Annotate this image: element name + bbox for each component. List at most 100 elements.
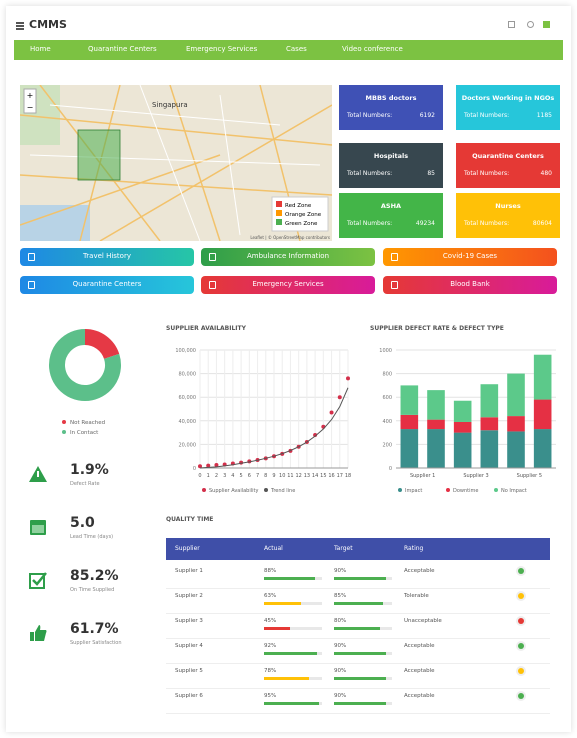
data-point: [346, 376, 350, 381]
row-divider: [166, 688, 550, 689]
button-label: Travel History: [83, 252, 131, 260]
x-tick-label: 3: [223, 473, 226, 479]
action-button[interactable]: Travel History: [20, 248, 194, 266]
legend-label: Downtime: [453, 488, 478, 494]
table-cell: 92%: [264, 643, 277, 649]
icon-shape: [37, 471, 39, 477]
action-button[interactable]: Emergency Services: [201, 276, 375, 294]
stat-value: 6192: [419, 112, 435, 119]
row-divider: [166, 663, 550, 664]
x-tick-label: 13: [304, 473, 310, 479]
map: Singapura + − Red Zone Orange Zone Green Zone…: [20, 85, 332, 241]
legend-label: Orange Zone: [285, 212, 322, 218]
header-icon: [508, 21, 515, 28]
green-zone: [77, 129, 121, 181]
donut-slice: [84, 329, 120, 360]
icon-shape: [29, 573, 45, 589]
legend-dot: [264, 488, 268, 492]
button-icon: [391, 281, 398, 289]
button-icon: [391, 253, 398, 261]
legend-swatch: [276, 219, 282, 225]
action-button[interactable]: Quarantine Centers: [20, 276, 194, 294]
x-tick-label: 2: [215, 473, 218, 479]
stat-value: 480: [540, 170, 552, 177]
stat-label: Total Numbers:: [347, 170, 393, 177]
map-road: [219, 94, 241, 236]
table-title: QUALITY TIME: [166, 516, 214, 523]
chart-title: SUPPLIER DEFECT RATE & DEFECT TYPE: [370, 325, 504, 332]
progress-bar: [334, 677, 387, 680]
y-tick-label: 1000: [379, 348, 392, 354]
bar-segment: [427, 419, 445, 430]
y-tick-label: 80,000: [179, 372, 197, 378]
button-label: Quarantine Centers: [72, 280, 142, 288]
legend-dot: [398, 488, 402, 492]
bar-segment: [533, 429, 552, 468]
stat-card: MBBS doctors Total Numbers: 6192: [339, 85, 443, 130]
nav-item[interactable]: Cases: [286, 45, 307, 53]
stat-value: 49234: [415, 220, 435, 227]
map-road: [49, 104, 281, 126]
y-tick-label: 40,000: [179, 419, 197, 425]
menu-icon-line: [16, 22, 24, 24]
x-tick-label: 9: [272, 473, 275, 479]
map-road: [99, 104, 332, 241]
button-label: Ambulance Information: [246, 252, 330, 260]
stat-label: Total Numbers:: [347, 220, 393, 227]
y-tick-label: 800: [382, 372, 392, 378]
status-dot: [518, 693, 524, 699]
stat-value: 85: [427, 170, 435, 177]
progress-bar: [334, 602, 384, 605]
zoom-button: −: [27, 103, 34, 112]
table-cell: Unacceptable: [404, 618, 442, 624]
map-road: [139, 85, 201, 241]
stat-card: Nurses Total Numbers: 80604: [456, 193, 560, 238]
stat-title: Doctors Working in NGOs: [461, 94, 555, 102]
x-tick-label: Supplier 5: [517, 473, 542, 479]
table-cell: 85%: [334, 593, 347, 599]
table-card: QUALITY TIME Supplier Actual Target Rating Su…: [160, 510, 562, 722]
button-label: Covid-19 Cases: [442, 252, 498, 260]
action-button[interactable]: Blood Bank: [383, 276, 557, 294]
progress-bar: [264, 602, 301, 605]
table-cell: 63%: [264, 593, 277, 599]
map-place: Singapura: [152, 101, 188, 109]
legend-label: Green Zone: [285, 221, 318, 227]
metric-label: Defect Rate: [70, 481, 100, 487]
data-point: [214, 463, 219, 468]
table-cell: 90%: [334, 643, 347, 649]
bar-segment: [400, 414, 419, 430]
legend-dot: [62, 420, 66, 424]
x-tick-label: 1: [207, 473, 210, 479]
x-tick-label: 10: [279, 473, 285, 479]
bar-segment: [427, 390, 445, 420]
metric-value: 1.9%: [70, 462, 109, 478]
table-cell: Acceptable: [404, 693, 435, 699]
table-cell: Supplier 5: [175, 668, 203, 674]
nav-item[interactable]: Home: [30, 45, 51, 53]
legend-label: Red Zone: [285, 203, 312, 209]
legend-label: Supplier Availability: [209, 488, 258, 494]
action-button[interactable]: Covid-19 Cases: [383, 248, 557, 266]
bar-segment: [507, 416, 525, 432]
table-cell: Tolerable: [404, 593, 429, 599]
legend-label: No Impact: [501, 488, 527, 494]
nav-item[interactable]: Video conference: [342, 45, 403, 53]
data-point: [329, 410, 334, 415]
table-cell: 90%: [334, 568, 347, 574]
x-tick-label: 0: [198, 473, 201, 479]
action-button[interactable]: Ambulance Information: [201, 248, 375, 266]
progress-bar: [264, 702, 320, 705]
metric-value: 5.0: [70, 515, 95, 531]
nav-item[interactable]: Quarantine Centers: [88, 45, 157, 53]
header-title: CMMS: [29, 18, 67, 31]
icon-shape: [30, 625, 47, 641]
map-road: [20, 174, 332, 196]
bar-chart: SUPPLIER DEFECT RATE & DEFECT TYPE 0 200 40…: [370, 325, 556, 494]
table-cell: 90%: [334, 693, 347, 699]
nav-item[interactable]: Emergency Services: [186, 45, 258, 53]
x-tick-label: 12: [295, 473, 301, 479]
metric-label: Supplier Satisfaction: [70, 640, 122, 646]
bar-segment: [507, 431, 525, 468]
